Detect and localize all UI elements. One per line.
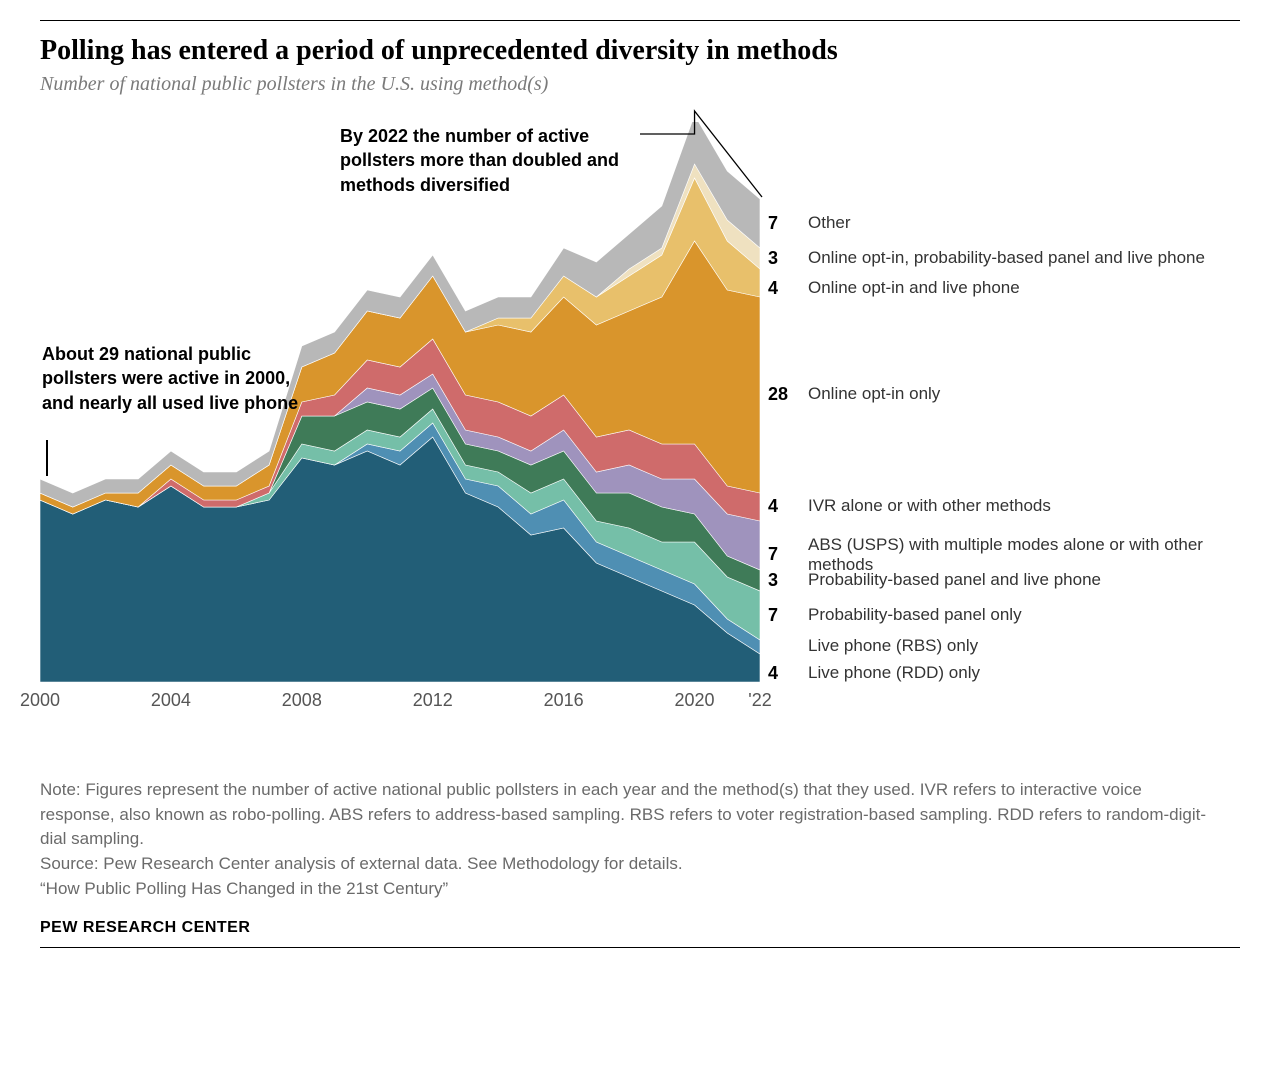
end-label-text: IVR alone or with other methods xyxy=(808,496,1051,516)
end-label-text: Online opt-in and live phone xyxy=(808,278,1020,298)
end-label-rbs: 2 Live phone (RBS) only xyxy=(768,636,978,657)
x-tick-2012: 2012 xyxy=(413,690,453,711)
end-label-rdd: 4 Live phone (RDD) only xyxy=(768,663,980,684)
chart-subtitle: Number of national public pollsters in t… xyxy=(40,73,1240,96)
series-end-labels: 7 Other 3 Online opt-in, probability-based … xyxy=(768,122,1228,682)
end-label-text: Probability-based panel only xyxy=(808,605,1022,625)
end-label-value: 3 xyxy=(768,570,796,591)
x-tick-2004: 2004 xyxy=(151,690,191,711)
x-tick-2000: 2000 xyxy=(20,690,60,711)
chart-title: Polling has entered a period of unpreced… xyxy=(40,35,1240,67)
annotation-2022: By 2022 the number of active pollsters m… xyxy=(340,124,640,197)
top-rule xyxy=(40,20,1240,21)
end-label-value: 3 xyxy=(768,248,796,269)
end-label-optin_phone: 4 Online opt-in and live phone xyxy=(768,278,1020,299)
x-tick-2022: '22 xyxy=(748,690,771,711)
end-label-text: Live phone (RDD) only xyxy=(808,663,980,683)
end-label-optin: 28 Online opt-in only xyxy=(768,384,940,405)
end-label-text: Online opt-in, probability-based panel a… xyxy=(808,248,1205,268)
chart-container: About 29 national public pollsters were … xyxy=(40,112,1240,752)
end-label-value: 4 xyxy=(768,496,796,517)
end-label-value: 7 xyxy=(768,544,796,565)
annotation-2000-pointer xyxy=(46,440,48,476)
footnotes: Note: Figures represent the number of ac… xyxy=(40,778,1220,901)
annotation-2000: About 29 national public pollsters were … xyxy=(42,342,302,415)
bottom-rule xyxy=(40,947,1240,948)
end-label-value: 7 xyxy=(768,213,796,234)
end-label-value: 7 xyxy=(768,605,796,626)
report-text: “How Public Polling Has Changed in the 2… xyxy=(40,877,1220,902)
end-label-prob: 7 Probability-based panel only xyxy=(768,605,1022,626)
end-label-ivr: 4 IVR alone or with other methods xyxy=(768,496,1051,517)
end-label-prob_phone: 3 Probability-based panel and live phone xyxy=(768,570,1101,591)
end-label-other: 7 Other xyxy=(768,213,851,234)
end-label-text: Live phone (RBS) only xyxy=(808,636,978,656)
x-tick-2020: 2020 xyxy=(675,690,715,711)
attribution: PEW RESEARCH CENTER xyxy=(40,919,1240,937)
end-label-optin_prob_phone: 3 Online opt-in, probability-based panel … xyxy=(768,248,1205,269)
end-label-value: 4 xyxy=(768,278,796,299)
x-tick-2016: 2016 xyxy=(544,690,584,711)
end-label-value: 4 xyxy=(768,663,796,684)
note-text: Note: Figures represent the number of ac… xyxy=(40,778,1220,852)
end-label-text: Online opt-in only xyxy=(808,384,940,404)
end-label-value: 28 xyxy=(768,384,796,405)
end-label-value: 2 xyxy=(768,636,796,657)
source-text: Source: Pew Research Center analysis of … xyxy=(40,852,1220,877)
stacked-area-plot: About 29 national public pollsters were … xyxy=(40,122,760,682)
end-label-text: Probability-based panel and live phone xyxy=(808,570,1101,590)
end-label-text: Other xyxy=(808,213,851,233)
x-axis: 200020042008201220162020'22 xyxy=(40,690,760,720)
x-tick-2008: 2008 xyxy=(282,690,322,711)
